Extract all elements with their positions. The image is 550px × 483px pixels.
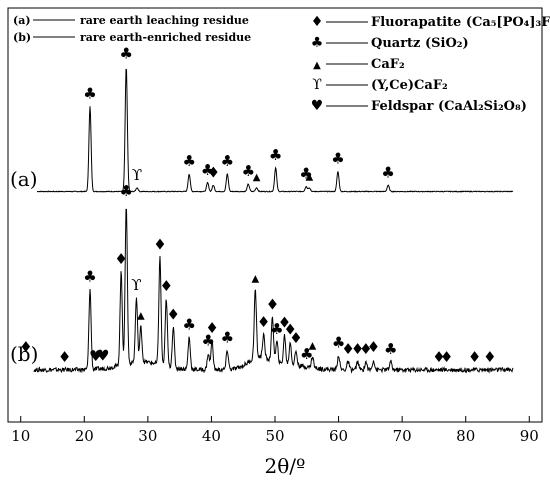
x-axis-ticks: 10 20 30 40 50 60 70 80 90	[11, 416, 539, 445]
legend-left: (a) rare earth leaching residue (b) rare ea…	[13, 14, 251, 44]
fluorapatite-marker: ♦	[205, 319, 218, 337]
quartz-marker: ♣	[269, 146, 282, 164]
legend-left-text: rare earth-enriched residue	[80, 31, 251, 44]
x-axis-label: 2θ/º	[265, 454, 306, 478]
x-tick-label: 40	[202, 427, 221, 445]
series-line-b	[33, 208, 514, 374]
feldspar-marker: ♥	[89, 347, 102, 365]
quartz-marker: ♣	[182, 315, 195, 333]
legend-right: ♦ Fluorapatite (Ca₅[PO₄]₃F) ♣ Quartz (SiO₂)…	[311, 14, 550, 114]
quartz-marker: ♣	[83, 85, 96, 103]
yce-caf2-marker: ϒ	[132, 166, 142, 184]
quartz-marker: ♣	[120, 182, 133, 200]
quartz-marker: ♣	[221, 328, 234, 346]
series-label-b: (b)	[10, 342, 38, 366]
fluorapatite-marker: ♦	[257, 313, 270, 331]
fluorapatite-marker: ♦	[284, 320, 297, 338]
yce-caf2-marker: ϒ	[131, 276, 141, 294]
x-tick-label: 10	[11, 427, 30, 445]
caf2-legend-icon: ▲	[313, 60, 321, 71]
quartz-marker: ♣	[270, 320, 283, 338]
quartz-marker: ♣	[384, 340, 397, 358]
x-tick-label: 60	[329, 427, 348, 445]
x-tick-label: 20	[75, 427, 94, 445]
diffraction-curves	[33, 68, 514, 374]
fluorapatite-marker: ♦	[483, 348, 496, 366]
caf2-marker: ▲	[305, 172, 313, 183]
fluorapatite-marker: ♦	[468, 348, 481, 366]
fluorapatite-marker: ♦	[432, 348, 445, 366]
quartz-marker: ♣	[242, 162, 255, 180]
quartz-marker: ♣	[83, 267, 96, 285]
quartz-marker: ♣	[381, 163, 394, 181]
legend-left-label: (a)	[13, 14, 31, 27]
caf2-marker: ▲	[251, 273, 259, 284]
quartz-marker: ♣	[300, 345, 313, 363]
fluorapatite-marker: ♦	[160, 277, 173, 295]
fluorapatite-marker: ♦	[341, 340, 354, 358]
caf2-marker: ▲	[309, 341, 317, 352]
fluorapatite-marker: ♦	[58, 348, 71, 366]
quartz-marker: ♣	[120, 45, 133, 63]
quartz-marker: ♣	[332, 333, 345, 351]
quartz-marker: ♣	[299, 164, 312, 182]
fluorapatite-marker: ♦	[207, 163, 220, 181]
legend-right-text: Feldspar (CaAl₂Si₂O₈)	[371, 99, 527, 114]
fluorapatite-marker: ♦	[153, 235, 166, 253]
series-label-a: (a)	[10, 167, 38, 191]
series-labels: (a) (b)	[10, 167, 38, 366]
legend-right-text: CaF₂	[371, 57, 405, 72]
quartz-legend-icon: ♣	[311, 35, 324, 51]
x-tick-label: 70	[393, 427, 412, 445]
quartz-marker: ♣	[201, 161, 214, 179]
yce-caf2-legend-icon: ϒ	[312, 77, 322, 93]
fluorapatite-marker: ♦	[440, 348, 453, 366]
caf2-marker: ▲	[137, 311, 145, 322]
quartz-marker: ♣	[221, 152, 234, 170]
quartz-marker: ♣	[202, 332, 215, 350]
legend-right-text: Fluorapatite (Ca₅[PO₄]₃F)	[371, 15, 550, 30]
legend-left-text: rare earth leaching residue	[80, 14, 249, 27]
fluorapatite-marker: ♦	[359, 340, 372, 358]
fluorapatite-marker: ♦	[266, 296, 279, 314]
series-line-a	[37, 68, 514, 193]
x-tick-label: 80	[456, 427, 475, 445]
fluorapatite-marker: ♦	[367, 338, 380, 356]
quartz-marker: ♣	[331, 150, 344, 168]
fluorapatite-marker: ♦	[278, 313, 291, 331]
phase-markers: ♣♣ϒ♣ ♣♦♣♣▲♣♣▲♣♣♦♦♣♥♥♦♣ϒ▲♦♦♦♣♣♦♣▲♦♦♣♦♦♦♣▲ ♣…	[19, 45, 497, 366]
quartz-marker: ♣	[182, 152, 195, 170]
fluorapatite-marker: ♦	[167, 306, 180, 324]
fluorapatite-marker: ♦	[289, 329, 302, 347]
x-tick-label: 30	[138, 427, 157, 445]
x-tick-label: 50	[265, 427, 284, 445]
legend-right-text: Quartz (SiO₂)	[371, 36, 469, 51]
fluorapatite-marker: ♦	[19, 338, 32, 356]
feldspar-legend-icon: ♥	[311, 98, 324, 114]
fluorapatite-marker: ♦	[114, 250, 127, 268]
feldspar-marker: ♥	[96, 347, 109, 365]
fluorapatite-legend-icon: ♦	[311, 14, 324, 30]
fluorapatite-marker: ♦	[351, 340, 364, 358]
legend-right-text: (Y,Ce)CaF₂	[371, 78, 448, 93]
x-tick-label: 90	[520, 427, 539, 445]
caf2-marker: ▲	[253, 172, 261, 183]
legend-left-label: (b)	[13, 31, 31, 44]
